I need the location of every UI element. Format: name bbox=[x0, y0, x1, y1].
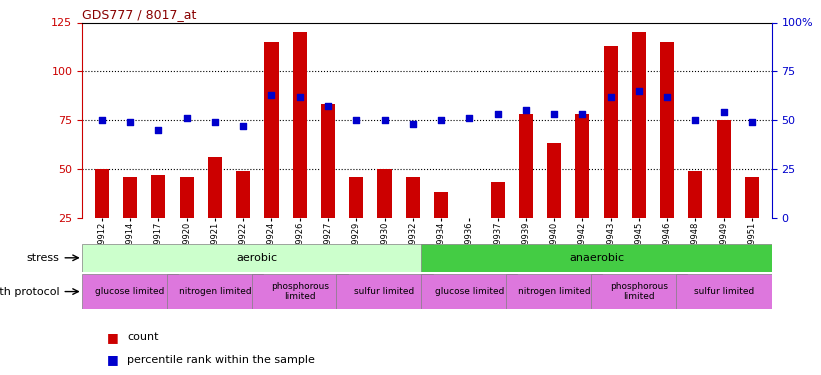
Bar bbox=[688, 171, 703, 217]
Point bbox=[95, 117, 108, 123]
Text: glucose limited: glucose limited bbox=[434, 287, 504, 296]
Point bbox=[236, 123, 250, 129]
Bar bbox=[547, 143, 562, 218]
Text: nitrogen limited: nitrogen limited bbox=[179, 287, 251, 296]
Bar bbox=[94, 169, 109, 217]
Text: ■: ■ bbox=[107, 354, 118, 366]
Bar bbox=[717, 120, 731, 218]
Text: anaerobic: anaerobic bbox=[569, 253, 624, 263]
Bar bbox=[576, 114, 589, 218]
Text: sulfur limited: sulfur limited bbox=[355, 287, 415, 296]
Point bbox=[548, 111, 561, 117]
Text: count: count bbox=[127, 333, 158, 342]
Point bbox=[265, 92, 278, 98]
Bar bbox=[421, 244, 772, 272]
Point bbox=[519, 107, 532, 113]
Point bbox=[689, 117, 702, 123]
Bar bbox=[745, 177, 759, 218]
Bar bbox=[167, 274, 263, 309]
Point bbox=[180, 115, 193, 121]
Bar bbox=[349, 177, 364, 218]
Text: nitrogen limited: nitrogen limited bbox=[518, 287, 590, 296]
Text: glucose limited: glucose limited bbox=[95, 287, 165, 296]
Bar bbox=[490, 182, 505, 218]
Bar bbox=[321, 104, 335, 218]
Bar bbox=[434, 192, 448, 217]
Point bbox=[406, 121, 420, 127]
Bar bbox=[151, 175, 166, 217]
Bar bbox=[378, 169, 392, 217]
Bar bbox=[180, 177, 194, 218]
Text: aerobic: aerobic bbox=[236, 253, 277, 263]
Point bbox=[717, 109, 730, 115]
Text: stress: stress bbox=[26, 253, 59, 263]
Point bbox=[209, 119, 222, 125]
Bar bbox=[519, 114, 533, 218]
Bar bbox=[676, 274, 772, 309]
Point bbox=[293, 94, 306, 100]
Point bbox=[378, 117, 391, 123]
Text: phosphorous
limited: phosphorous limited bbox=[271, 282, 328, 301]
Bar bbox=[208, 157, 222, 218]
Point bbox=[124, 119, 137, 125]
Text: sulfur limited: sulfur limited bbox=[694, 287, 754, 296]
Bar bbox=[406, 177, 420, 218]
Point bbox=[661, 94, 674, 100]
Text: growth protocol: growth protocol bbox=[0, 286, 59, 297]
Point bbox=[152, 127, 165, 133]
Bar bbox=[603, 46, 617, 218]
Bar bbox=[82, 244, 433, 272]
Bar bbox=[632, 32, 646, 218]
Text: phosphorous
limited: phosphorous limited bbox=[610, 282, 668, 301]
Point bbox=[322, 104, 335, 110]
Bar bbox=[337, 274, 433, 309]
Bar bbox=[123, 177, 137, 218]
Point bbox=[434, 117, 447, 123]
Bar bbox=[660, 42, 674, 218]
Bar bbox=[264, 42, 278, 218]
Bar bbox=[506, 274, 602, 309]
Bar bbox=[252, 274, 348, 309]
Point bbox=[463, 115, 476, 121]
Point bbox=[604, 94, 617, 100]
Bar bbox=[82, 274, 178, 309]
Bar bbox=[236, 171, 250, 217]
Bar bbox=[591, 274, 687, 309]
Bar bbox=[462, 217, 476, 256]
Text: ■: ■ bbox=[107, 331, 118, 344]
Bar bbox=[421, 274, 517, 309]
Point bbox=[491, 111, 504, 117]
Text: percentile rank within the sample: percentile rank within the sample bbox=[127, 355, 315, 365]
Point bbox=[745, 119, 759, 125]
Point bbox=[632, 88, 645, 94]
Point bbox=[350, 117, 363, 123]
Bar bbox=[292, 32, 307, 218]
Point bbox=[576, 111, 589, 117]
Text: GDS777 / 8017_at: GDS777 / 8017_at bbox=[82, 8, 196, 21]
